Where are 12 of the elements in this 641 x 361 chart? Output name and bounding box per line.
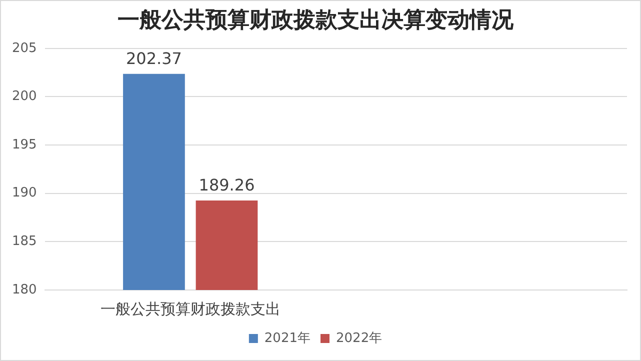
- legend-label: 2022年: [336, 330, 382, 346]
- y-tick-label: 185: [12, 234, 37, 250]
- y-tick-label: 200: [12, 89, 37, 104]
- data-label: 202.37: [126, 48, 182, 68]
- y-tick-label: 190: [12, 186, 37, 201]
- x-tick-label: 一般公共预算财政拨款支出: [100, 300, 280, 318]
- y-tick-label: 195: [12, 137, 37, 152]
- data-label: 189.26: [198, 176, 255, 195]
- y-tick-label: 180: [12, 282, 37, 298]
- chart-title: 一般公共预算财政拨款支出决算变动情况: [118, 6, 514, 33]
- y-tick-label: 205: [12, 40, 37, 56]
- legend-label: 2021年: [264, 330, 311, 346]
